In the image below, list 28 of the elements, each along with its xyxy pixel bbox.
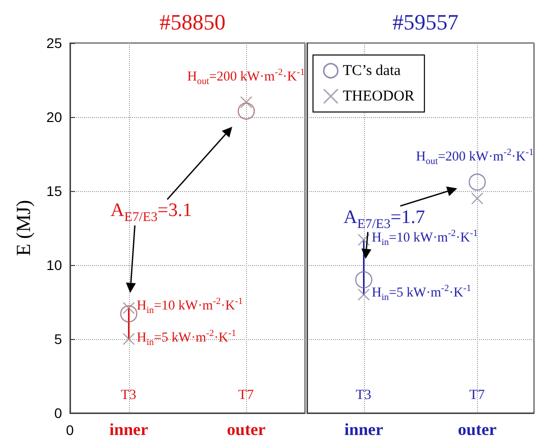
chart-title: #58850 bbox=[160, 10, 226, 34]
x-tick-label: inner bbox=[344, 420, 384, 439]
annotation: H$_{in}$=10 kW·m$^{-2}$·K$^{-1}$ bbox=[372, 229, 478, 249]
annotation: H$_{out}$=200 kW·m$^{-2}$·K$^{-1}$ bbox=[187, 68, 305, 88]
annotation: H$_{in}$=5 kW·m$^{-2}$·K$^{-1}$ bbox=[372, 284, 472, 304]
y-tick-label: 20 bbox=[46, 109, 62, 125]
x-tick-label: outer bbox=[458, 420, 498, 439]
annotation: T3 bbox=[356, 388, 372, 403]
legend-label: TC’s data bbox=[342, 62, 401, 79]
x-tick-label: inner bbox=[109, 420, 149, 439]
annotation: H$_{out}$=200 kW·m$^{-2}$·K$^{-1}$ bbox=[416, 148, 534, 168]
annotation: T3 bbox=[120, 388, 136, 403]
annotation: T7 bbox=[469, 388, 485, 403]
y-tick-label: 10 bbox=[46, 257, 62, 273]
annotation: A$_{E7/E3}$=3.1 bbox=[110, 200, 192, 224]
annotation: T7 bbox=[238, 388, 254, 403]
legend-label: THEODOR bbox=[342, 88, 414, 104]
y-tick-label: 0 bbox=[54, 405, 62, 421]
annotation: A$_{E7/E3}$=1.7 bbox=[344, 206, 425, 231]
y-tick-label: 5 bbox=[54, 331, 62, 347]
y-axis-title: E (MJ) bbox=[13, 200, 35, 256]
y-tick-label: 15 bbox=[46, 183, 62, 199]
x-tick-label: outer bbox=[226, 420, 266, 439]
annotation: H$_{in}$=10 kW·m$^{-2}$·K$^{-1}$ bbox=[136, 297, 243, 318]
chart-title: #59557 bbox=[392, 10, 458, 34]
text: 0 bbox=[66, 422, 74, 438]
y-tick-label: 25 bbox=[46, 35, 62, 51]
annotation: H$_{in}$=5 kW·m$^{-2}$·K$^{-1}$ bbox=[136, 328, 236, 348]
